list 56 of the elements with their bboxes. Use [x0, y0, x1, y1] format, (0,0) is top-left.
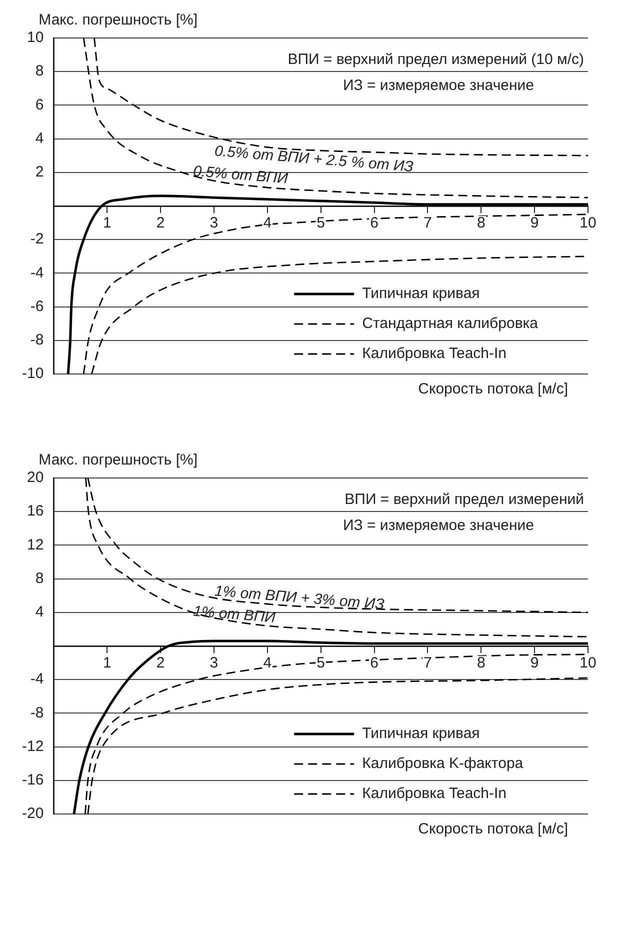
- x-tick-label: 6: [370, 214, 378, 232]
- x-tick-label: 9: [530, 214, 539, 232]
- annotation: ИЗ = измеряемое значение: [343, 517, 534, 534]
- x-tick-label: 3: [210, 654, 218, 672]
- y-tick-label: 6: [35, 96, 44, 114]
- annotation: ВПИ = верхний предел измерений: [344, 491, 584, 508]
- x-tick-label: 8: [476, 214, 486, 232]
- y-tick-label: 4: [35, 130, 44, 147]
- legend-label: Типичная кривая: [362, 285, 480, 302]
- x-tick-label: 1: [102, 214, 112, 232]
- y-tick-label: -6: [30, 298, 44, 315]
- x-tick-label: 2: [156, 654, 165, 672]
- y-tick-label: 10: [26, 29, 44, 46]
- y-tick-label: 8: [35, 62, 44, 80]
- y-tick-label: -4: [30, 670, 44, 688]
- y-tick-label: 4: [35, 604, 44, 621]
- legend-label: Калибровка Teach-In: [362, 785, 507, 802]
- y-tick-label: 2: [35, 164, 44, 181]
- y-tick-label: 8: [35, 570, 44, 587]
- legend-label: Типичная кривая: [362, 725, 480, 742]
- legend-label: Стандартная калибровка: [362, 315, 539, 332]
- x-tick-label: 5: [316, 654, 326, 672]
- annotation: ВПИ = верхний предел измерений (10 м/с): [288, 51, 584, 68]
- x-tick-label: 7: [424, 654, 432, 672]
- annotation: ИЗ = измеряемое значение: [343, 77, 534, 94]
- x-tick-label: 4: [263, 654, 272, 672]
- x-tick-label: 7: [424, 214, 432, 232]
- x-tick-label: 5: [316, 214, 326, 232]
- x-tick-label: 1: [102, 654, 112, 672]
- x-tick-label: 6: [370, 654, 378, 672]
- y-axis-title: Макс. погрешность [%]: [38, 452, 198, 469]
- y-tick-label: 16: [26, 502, 44, 520]
- x-tick-label: 3: [210, 214, 218, 232]
- annotation: 1% от ВПИ: [192, 602, 276, 626]
- x-tick-label: 10: [580, 654, 596, 672]
- legend-label: Калибровка Teach-In: [362, 345, 507, 362]
- y-tick-label: -16: [22, 772, 44, 789]
- y-tick-label: -8: [30, 332, 44, 349]
- legend-label: Калибровка K-фактора: [362, 755, 524, 772]
- y-tick-label: -2: [30, 230, 44, 248]
- y-tick-label: -4: [30, 264, 44, 282]
- x-axis-title: Скорость потока [м/с]: [418, 820, 568, 838]
- y-axis-title: Макс. погрешность [%]: [38, 12, 198, 29]
- x-tick-label: 4: [263, 214, 272, 232]
- x-tick-label: 8: [476, 654, 486, 672]
- y-tick-label: 20: [26, 469, 44, 486]
- y-tick-label: 12: [26, 536, 44, 554]
- x-tick-label: 10: [580, 214, 596, 232]
- y-tick-label: -20: [22, 805, 44, 822]
- x-tick-label: 9: [530, 654, 539, 672]
- y-tick-label: -8: [30, 704, 44, 722]
- y-tick-label: -12: [22, 738, 44, 755]
- y-tick-label: -10: [22, 365, 44, 382]
- annotation: 0.5% от ВПИ: [192, 162, 289, 188]
- x-tick-label: 2: [156, 214, 165, 232]
- x-axis-title: Скорость потока [м/с]: [418, 380, 568, 398]
